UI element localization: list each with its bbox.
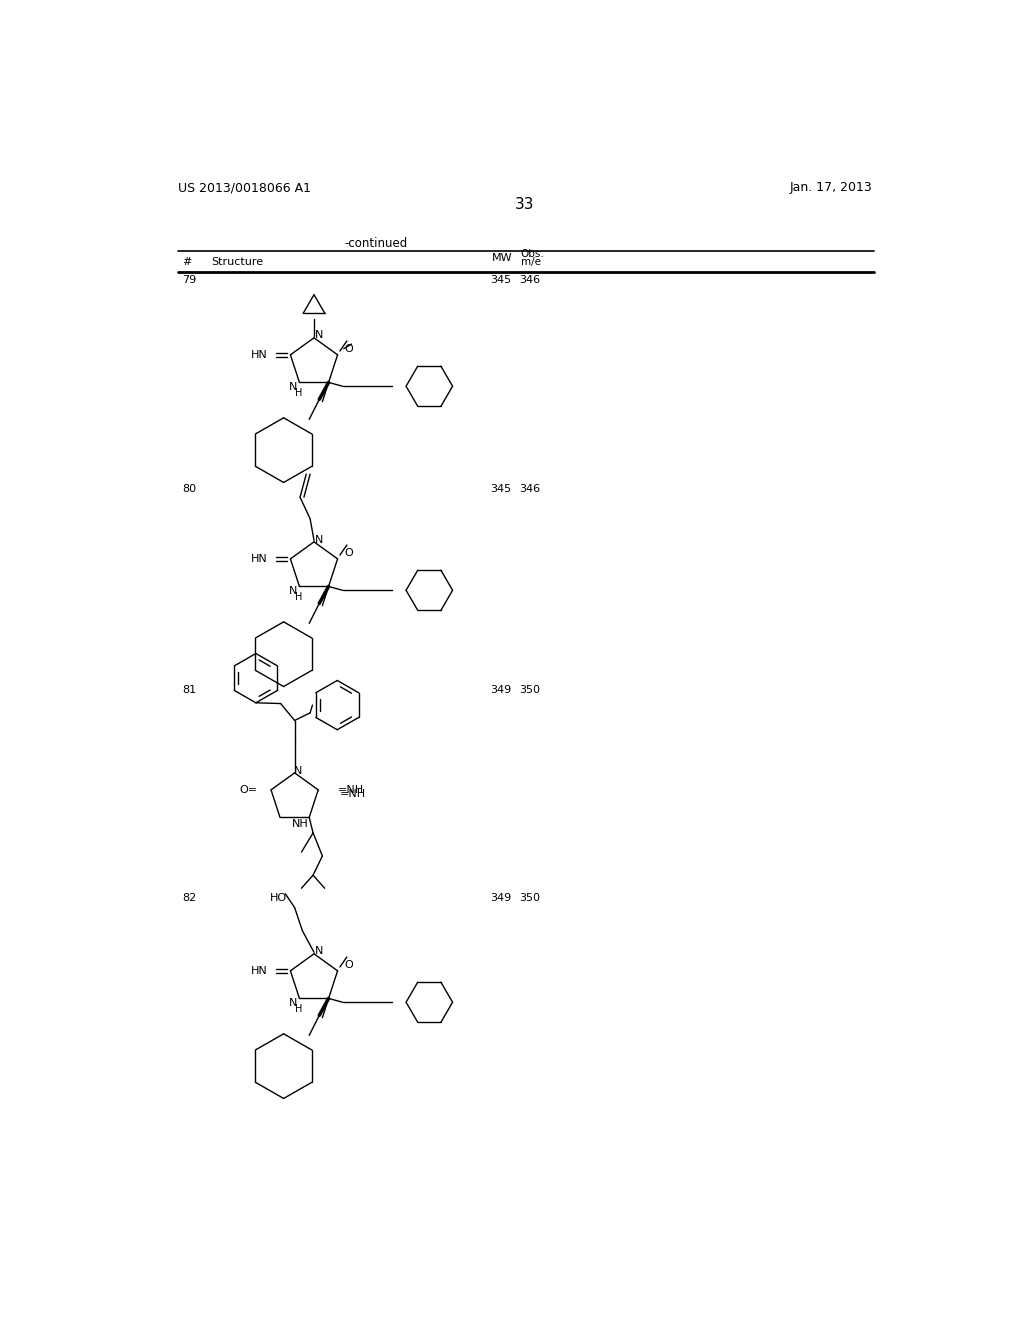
Text: HN: HN — [251, 966, 267, 975]
Text: NH: NH — [292, 818, 308, 829]
Text: 79: 79 — [182, 275, 197, 285]
Text: O: O — [344, 960, 353, 970]
Text: US 2013/0018066 A1: US 2013/0018066 A1 — [178, 181, 311, 194]
Text: H: H — [295, 388, 302, 399]
Text: H: H — [295, 1005, 302, 1014]
Text: H: H — [295, 593, 302, 602]
Text: Structure: Structure — [211, 257, 263, 268]
Text: HO: HO — [269, 894, 287, 903]
Text: N: N — [289, 586, 297, 597]
Text: Obs.: Obs. — [521, 249, 545, 259]
Text: HN: HN — [251, 554, 267, 564]
Text: O: O — [344, 343, 353, 354]
Text: =NH: =NH — [338, 785, 364, 795]
Text: N: N — [314, 946, 323, 957]
Text: 82: 82 — [182, 892, 197, 903]
Text: 33: 33 — [515, 197, 535, 213]
Text: N: N — [294, 767, 303, 776]
Text: 350: 350 — [519, 892, 541, 903]
Text: 345: 345 — [489, 275, 511, 285]
Text: O: O — [344, 548, 353, 558]
Text: N: N — [289, 998, 297, 1008]
Text: N: N — [289, 381, 297, 392]
Text: HN: HN — [251, 350, 267, 360]
Text: 350: 350 — [519, 685, 541, 694]
Text: Jan. 17, 2013: Jan. 17, 2013 — [790, 181, 872, 194]
Text: O=: O= — [239, 785, 257, 795]
Text: 346: 346 — [519, 275, 541, 285]
Text: 345: 345 — [489, 484, 511, 495]
Text: 346: 346 — [519, 484, 541, 495]
Text: N: N — [314, 330, 323, 341]
Text: 80: 80 — [182, 484, 197, 495]
Text: -continued: -continued — [344, 236, 408, 249]
Text: #: # — [182, 257, 191, 268]
Text: MW: MW — [492, 252, 512, 263]
Text: m/e: m/e — [521, 256, 541, 267]
Text: 349: 349 — [489, 892, 511, 903]
Text: 81: 81 — [182, 685, 197, 694]
Text: 349: 349 — [489, 685, 511, 694]
Text: =NH: =NH — [340, 789, 366, 799]
Text: N: N — [314, 535, 323, 545]
